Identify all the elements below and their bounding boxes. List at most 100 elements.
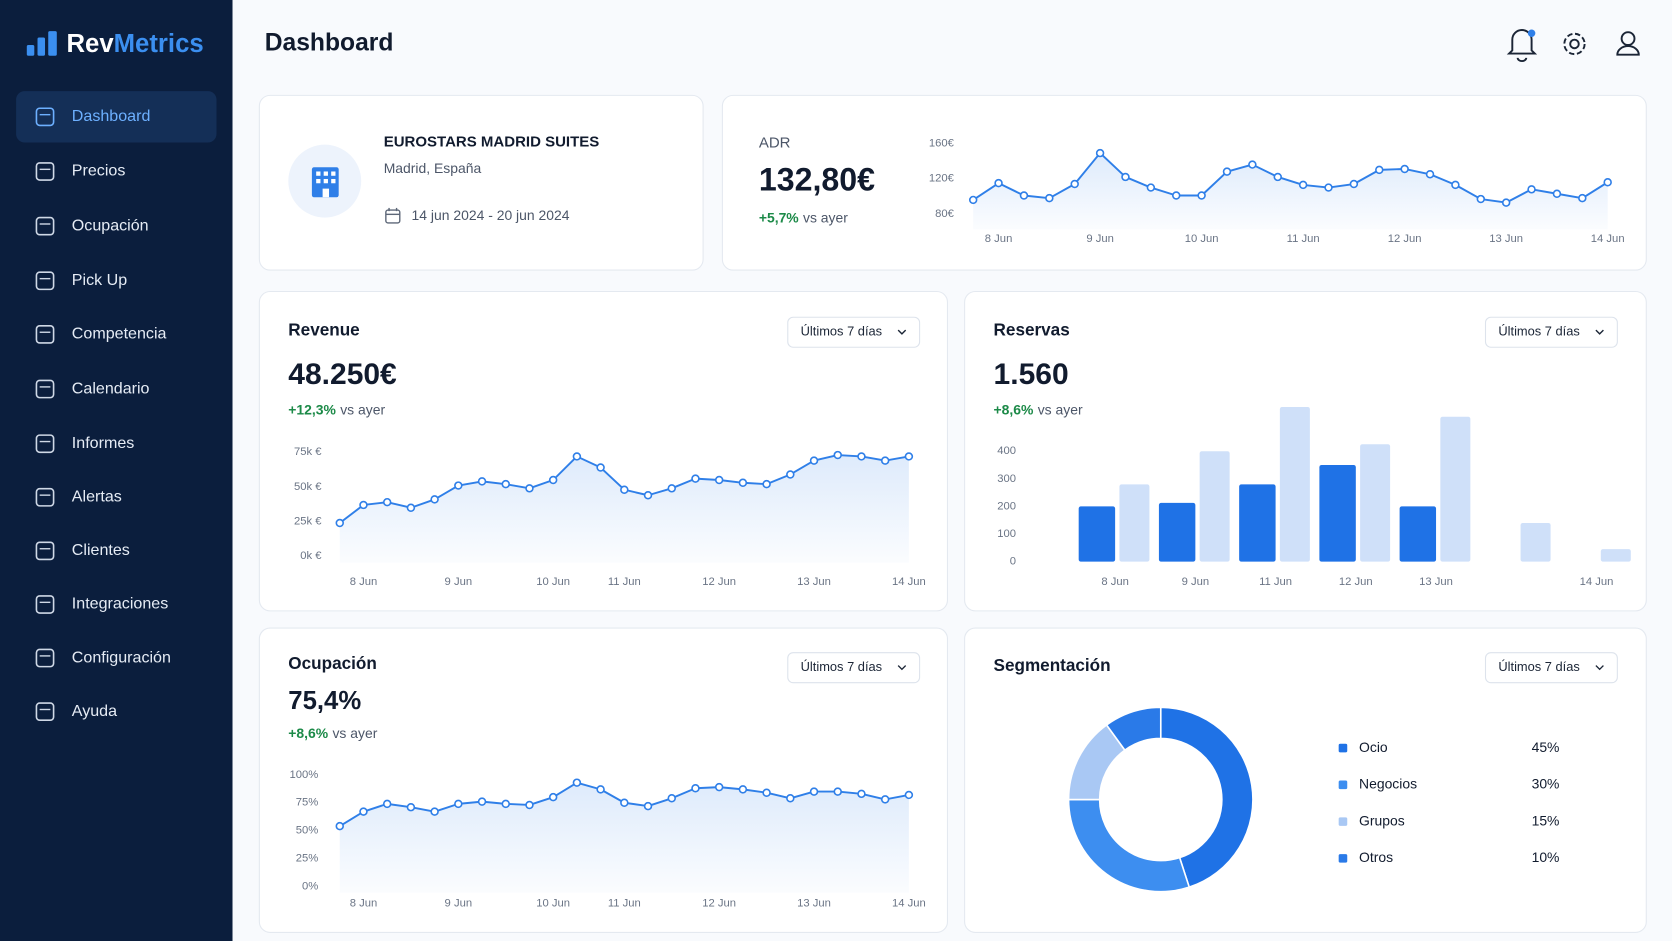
menu-item[interactable]: Dashboard (35, 107, 150, 127)
point (667, 794, 676, 803)
menu-icon (35, 434, 55, 454)
x-tick-label: 12 Jun (702, 576, 736, 588)
point (525, 484, 534, 493)
point (968, 195, 978, 205)
x-tick-label: 11 Jun (608, 897, 641, 909)
comparison: vs ayer (332, 725, 377, 741)
page-title: Dashboard (265, 29, 394, 56)
kpi-change: +12,3% vs ayer (288, 401, 385, 417)
point (880, 795, 890, 804)
point (1248, 160, 1257, 169)
kpi-title: ADR (759, 135, 791, 152)
menu-item[interactable]: Pick Up (35, 271, 127, 291)
point (1070, 179, 1079, 189)
point (1501, 198, 1511, 207)
y-tick-label: 25k € (294, 516, 322, 528)
x-tick-label: 8 Jun (350, 576, 378, 588)
menu-label: Configuración (72, 648, 171, 666)
kpi-change: +5,7% vs ayer (759, 209, 848, 225)
hotel-card (258, 94, 704, 271)
menu-item[interactable]: Competencia (35, 325, 167, 344)
menu-label: Pick Up (72, 271, 127, 289)
menu-icon (35, 107, 55, 127)
menu-item[interactable]: Configuración (35, 648, 171, 668)
y-tick-label: 160€ (929, 137, 955, 149)
menu-item[interactable]: Calendario (35, 379, 150, 399)
menu-icon (35, 487, 55, 507)
menu-item[interactable]: Precios (35, 162, 125, 181)
menu-label: Alertas (72, 488, 122, 506)
menu-icon (35, 702, 55, 722)
x-tick-label: 8 Jun (350, 897, 378, 909)
y-tick-label: 0 (1010, 556, 1016, 568)
comparison: vs ayer (1038, 401, 1083, 417)
menu-item[interactable]: Clientes (35, 541, 130, 561)
donut-segment (1159, 706, 1254, 889)
x-tick-label: 14 Jun (892, 576, 926, 588)
point (1222, 167, 1232, 176)
kpi-value: 75,4% (288, 687, 361, 715)
kpi-value: 1.560 (994, 358, 1069, 391)
bar (1279, 407, 1310, 562)
notifications-button[interactable] (1506, 29, 1538, 63)
y-tick-label: 200 (997, 500, 1016, 512)
point (335, 821, 344, 831)
point (762, 479, 771, 489)
menu-label: Integraciones (72, 595, 168, 613)
menu-item[interactable]: Alertas (35, 487, 122, 507)
point (994, 178, 1003, 188)
point (620, 798, 629, 807)
period-dropdown[interactable]: Últimos 7 días (1484, 652, 1618, 684)
point (643, 801, 653, 811)
menu-label: Calendario (72, 379, 150, 397)
legend-label: Otros (1359, 849, 1393, 865)
menu-label: Clientes (72, 541, 130, 559)
x-tick-label: 14 Jun (892, 897, 926, 909)
menu-item[interactable]: Ocupación (35, 216, 149, 236)
period-dropdown[interactable]: Últimos 7 días (1484, 316, 1618, 348)
menu: Dashboard Precios Ocupación Pick Up Competen… (35, 107, 171, 722)
point (454, 799, 463, 809)
point (738, 478, 748, 488)
y-tick-label: 80€ (935, 208, 955, 220)
point (714, 782, 724, 792)
point (406, 503, 416, 512)
point (738, 785, 748, 794)
hotel-name: EUROSTARS MADRID SUITES (384, 134, 600, 151)
point (1121, 172, 1130, 182)
x-tick-label: 11 Jun (1259, 576, 1292, 588)
bar (1119, 484, 1150, 562)
point (904, 452, 914, 461)
menu-item[interactable]: Ayuda (35, 702, 117, 722)
menu-icon (35, 541, 55, 561)
point (1298, 180, 1308, 190)
x-tick-label: 11 Jun (1287, 233, 1320, 245)
point (1527, 185, 1536, 194)
profile-button[interactable] (1616, 31, 1640, 56)
menu-item[interactable]: Integraciones (35, 595, 168, 614)
point (786, 470, 795, 479)
dropdown-box (787, 316, 921, 348)
card-title: Ocupación (288, 653, 377, 673)
comparison: vs ayer (803, 209, 848, 225)
period-dropdown[interactable]: Últimos 7 días (787, 316, 921, 348)
bar (1520, 522, 1551, 562)
point (477, 477, 487, 486)
change: +5,7% (759, 209, 799, 225)
point (809, 456, 819, 465)
dropdown-box (1484, 652, 1618, 684)
legend-marker (1338, 743, 1348, 753)
x-tick-label: 12 Jun (1339, 576, 1373, 588)
menu-item[interactable]: Informes (35, 434, 134, 454)
area (973, 153, 1608, 230)
period-dropdown[interactable]: Últimos 7 días (787, 652, 921, 684)
settings-button[interactable] (1563, 32, 1586, 56)
point (1095, 148, 1105, 158)
point (1324, 183, 1333, 192)
sidebar (0, 0, 233, 941)
point (1045, 193, 1054, 203)
x-tick-label: 14 Jun (1580, 576, 1614, 588)
bar (1600, 549, 1631, 562)
bar (1440, 416, 1471, 562)
